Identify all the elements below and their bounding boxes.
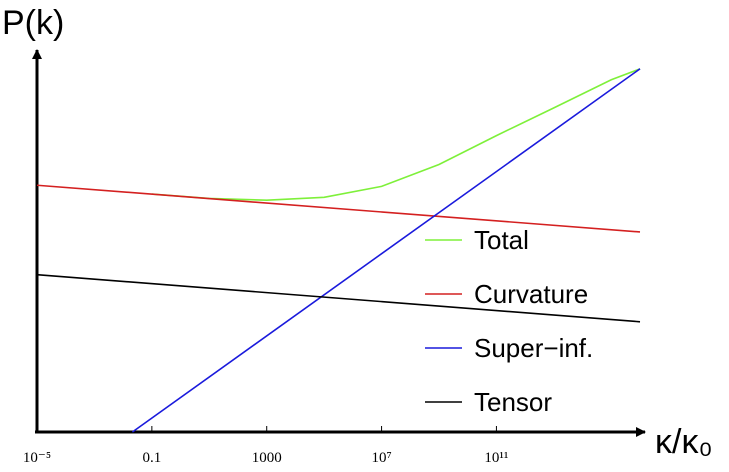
x-tick-label: 1000 [252, 450, 282, 466]
legend-label: Curvature [474, 279, 588, 309]
x-axis-label: κ/κ₀ [655, 423, 713, 461]
series-line [131, 68, 641, 433]
series-line [36, 273, 641, 323]
x-tick-label: 0.1 [142, 450, 161, 466]
series-line [151, 68, 641, 202]
legend-label: Super−inf. [474, 333, 593, 363]
series-line [36, 184, 641, 233]
y-axis-label: P(k) [2, 4, 64, 42]
x-tick-label: 10⁻⁵ [23, 450, 51, 466]
x-tick-label: 10⁷ [371, 450, 391, 466]
legend-label: Tensor [474, 387, 552, 417]
x-tick-label: 10¹¹ [484, 450, 508, 466]
legend-label: Total [474, 225, 529, 255]
